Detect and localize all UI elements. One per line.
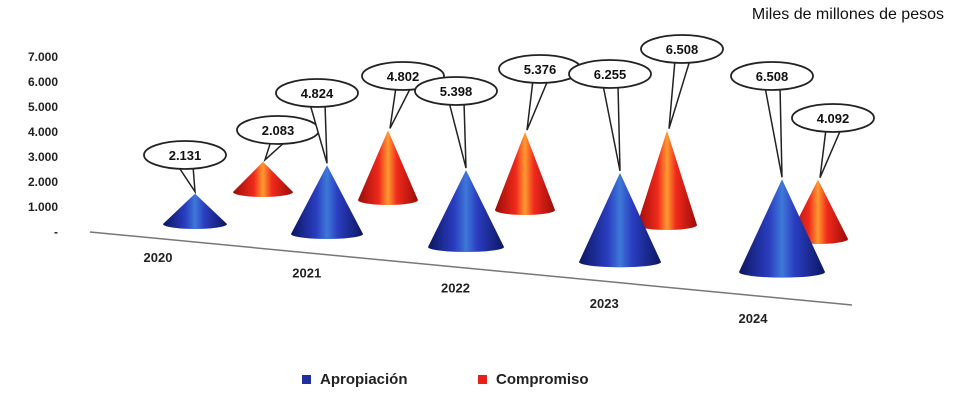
bubble-body (143, 140, 227, 170)
apropiacion-cone (579, 172, 661, 268)
y-tick-label: 3.000 (28, 150, 58, 164)
marks-layer: 2.083 4.802 5.376 6.508 4.092 2.131 4.824 5.398… (143, 34, 875, 278)
data-label: 5.376 (524, 62, 557, 77)
data-label: 6.255 (594, 67, 627, 82)
data-label-bubble: 5.376 (498, 54, 582, 131)
legend-swatch (302, 375, 311, 384)
apropiacion-cone (739, 179, 825, 278)
category-label: 2020 (144, 250, 173, 265)
x-axis-line (89, 231, 853, 306)
data-label: 6.508 (666, 42, 699, 57)
data-label: 2.131 (169, 148, 202, 163)
data-label-bubble: 6.508 (730, 61, 814, 178)
data-label-bubble: 2.131 (143, 140, 227, 195)
category-label: 2024 (739, 311, 769, 326)
cone-body (495, 132, 555, 215)
data-label: 4.802 (387, 69, 420, 84)
data-label: 6.508 (756, 69, 789, 84)
y-tick-label: 7.000 (28, 50, 58, 64)
legend: Apropiación Compromiso (302, 371, 589, 388)
unit-label: Miles de millones de pesos (751, 6, 944, 23)
cone-body (739, 179, 825, 278)
legend-label: Compromiso (496, 371, 589, 388)
y-tick-label: 6.000 (28, 75, 58, 89)
data-label: 4.824 (301, 86, 334, 101)
data-label: 4.092 (817, 111, 850, 126)
y-tick-label: 5.000 (28, 100, 58, 114)
apropiacion-cone (428, 170, 504, 252)
y-tick-label: 4.000 (28, 125, 58, 139)
cone-body (358, 130, 418, 205)
bubble-body (568, 59, 652, 89)
data-label-bubble: 4.824 (275, 78, 359, 164)
data-label-bubble: 4.092 (791, 103, 875, 178)
category-label: 2021 (292, 265, 321, 280)
legend-swatch (478, 375, 487, 384)
bubble-tail (819, 128, 843, 178)
y-tick-label: 2.000 (28, 175, 58, 189)
compromiso-cone (358, 130, 418, 205)
compromiso-cone (495, 132, 555, 215)
y-tick-label: 1.000 (28, 200, 58, 214)
compromiso-cone (233, 161, 293, 197)
data-label: 5.398 (440, 84, 473, 99)
bubble-body (640, 34, 724, 64)
cone-body (163, 193, 227, 229)
bubble-tail (389, 86, 413, 129)
cone-body (637, 130, 697, 230)
bubble-tail (526, 79, 550, 131)
cone-body (428, 170, 504, 252)
bubble-tail (764, 86, 783, 178)
legend-label: Apropiación (320, 371, 408, 388)
bubble-body (730, 61, 814, 91)
category-label: 2023 (590, 296, 619, 311)
category-label: 2022 (441, 281, 470, 296)
bubble-body (791, 103, 875, 133)
apropiacion-cone (291, 165, 363, 239)
data-label-bubble: 2.083 (236, 115, 320, 163)
bubble-tail (668, 59, 692, 129)
bubble-body (414, 76, 498, 106)
bubble-body (275, 78, 359, 108)
data-label-bubble: 6.255 (568, 59, 652, 172)
bubble-tail (602, 84, 621, 172)
cone-body (233, 161, 293, 197)
apropiacion-cone (163, 193, 227, 229)
data-label: 2.083 (262, 123, 295, 138)
data-label-bubble: 6.508 (640, 34, 724, 129)
bubble-tail (448, 101, 467, 169)
y-tick-label: - (54, 225, 58, 239)
axis-layer: - 1.000 2.000 3.000 4.000 5.000 6.000 7.000 2020… (28, 50, 853, 326)
data-label-bubble: 5.398 (414, 76, 498, 169)
cone-body (291, 165, 363, 239)
compromiso-cone (637, 130, 697, 230)
cone-body (579, 172, 661, 268)
